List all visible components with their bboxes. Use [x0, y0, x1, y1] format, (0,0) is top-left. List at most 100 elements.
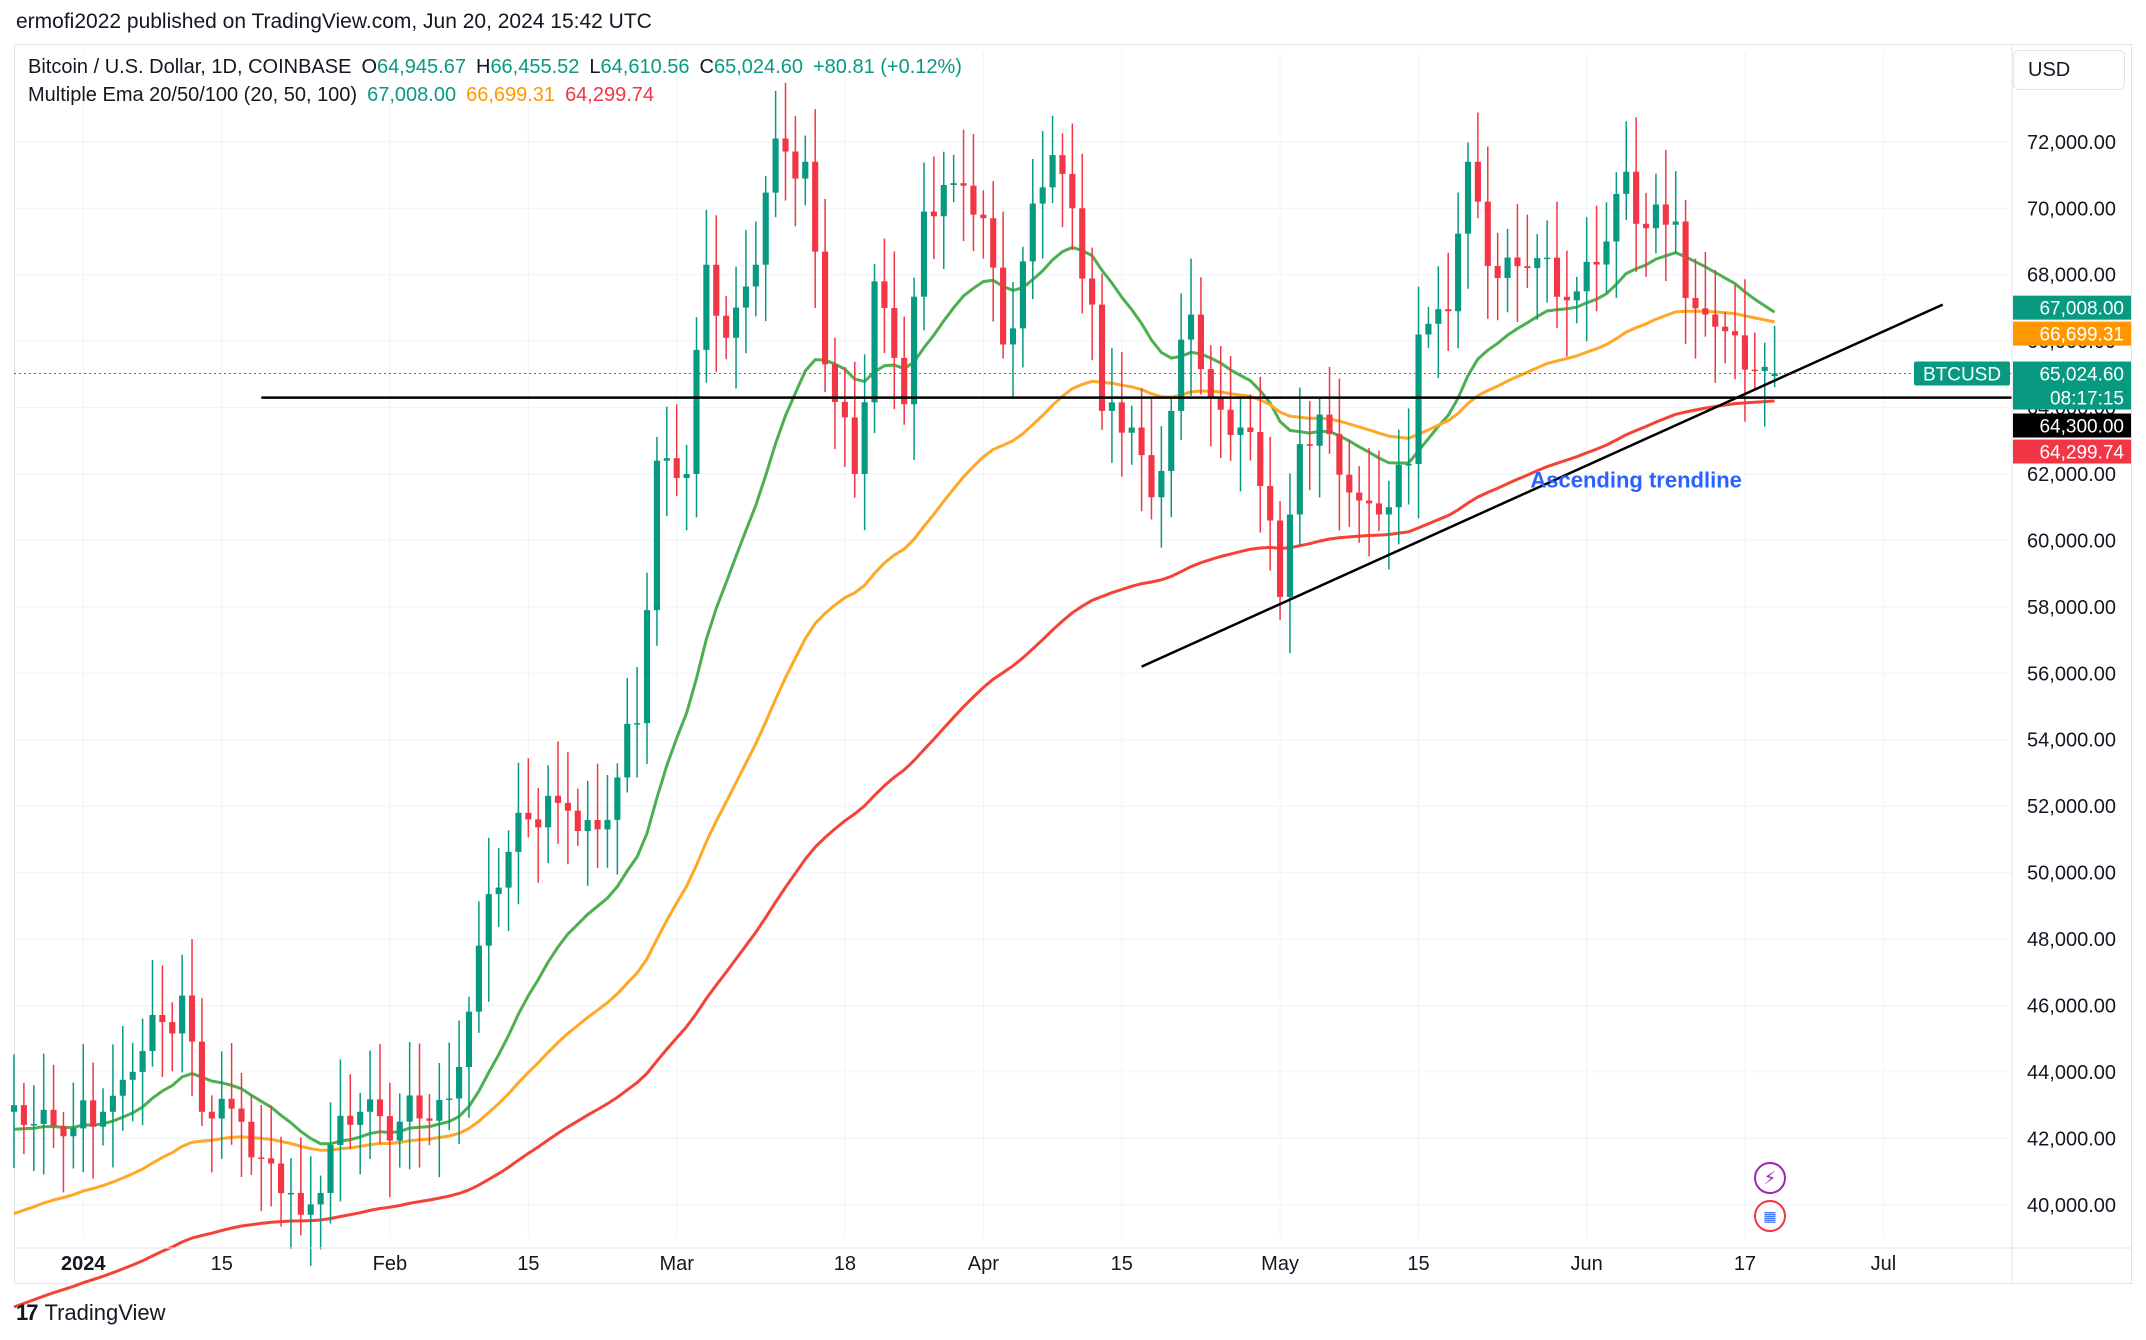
candle-body [376, 1099, 384, 1117]
candle [337, 1059, 344, 1202]
y-tick-label: 62,000.00 [2027, 464, 2116, 486]
chart-frame [14, 44, 2132, 1284]
candle [1642, 192, 1650, 277]
candle-body [1514, 257, 1521, 267]
candle-body [871, 281, 878, 403]
candle-body [901, 357, 908, 405]
tradingview-logo-icon: 17 [16, 1300, 39, 1325]
candle [831, 337, 839, 450]
ema100-value: 64,299.74 [565, 84, 655, 106]
candle [268, 1105, 275, 1207]
candle [1623, 121, 1630, 221]
candle [1415, 286, 1422, 519]
x-tick-label: 15 [211, 1253, 233, 1275]
candle [475, 901, 482, 1033]
candle [1405, 408, 1412, 505]
candle [149, 959, 156, 1067]
candle-body [258, 1157, 265, 1159]
candle [50, 1064, 57, 1148]
candle [1069, 123, 1076, 250]
candle [920, 162, 928, 331]
candle-body [396, 1121, 403, 1141]
candle [762, 175, 769, 322]
symbol-title: Bitcoin / U.S. Dollar, 1D, COINBASE [28, 56, 352, 78]
symbol-legend[interactable]: Bitcoin / U.S. Dollar, 1D, COINBASE O64,9… [28, 56, 972, 79]
candle [1029, 159, 1036, 300]
candle-body [634, 723, 641, 725]
change-value: +80.81 (+0.12%) [812, 56, 962, 78]
candle-body [1000, 267, 1007, 345]
candle [782, 82, 789, 201]
candle [614, 763, 621, 875]
candle [1494, 232, 1501, 321]
candle-body [574, 810, 581, 832]
candle-body [723, 315, 730, 338]
x-tick-label: Mar [659, 1253, 694, 1275]
candle-body [1642, 223, 1650, 229]
candle [1138, 388, 1145, 512]
candle-body [1474, 161, 1481, 202]
candle-body [228, 1098, 235, 1109]
candle-body [1553, 257, 1561, 297]
candle [357, 1092, 364, 1175]
ema-legend[interactable]: Multiple Ema 20/50/100 (20, 50, 100) 67,0… [28, 84, 664, 107]
candle-body [327, 1144, 334, 1193]
y-tick-label: 48,000.00 [2027, 929, 2116, 951]
candle [1009, 281, 1017, 399]
candles [10, 82, 1778, 1266]
candle [871, 264, 878, 434]
candle [1118, 351, 1125, 477]
candle [643, 572, 651, 765]
candle-body [10, 1105, 18, 1112]
candle-body [1692, 297, 1699, 309]
candle-body [1682, 221, 1689, 298]
open-value: 64,945.67 [377, 56, 466, 78]
candle [60, 1111, 67, 1193]
candle-body [930, 211, 937, 217]
candle-body [515, 812, 522, 852]
candle-body [841, 401, 848, 418]
currency-button[interactable]: USD [2013, 50, 2125, 90]
candle [456, 1020, 463, 1145]
candle [554, 741, 562, 844]
us-flag-icon[interactable]: ▦ [1754, 1200, 1786, 1232]
candle [1049, 115, 1056, 204]
y-tick-label: 50,000.00 [2027, 863, 2116, 885]
candle-body [643, 610, 651, 724]
candle [1474, 112, 1481, 219]
candle-body [1168, 410, 1175, 471]
lightning-icon[interactable]: ⚡ [1754, 1162, 1786, 1194]
candle-body [1593, 261, 1600, 265]
footer-brand[interactable]: 17 TradingView [16, 1296, 166, 1330]
candle-body [70, 1128, 77, 1137]
candle-body [179, 995, 186, 1034]
candle [307, 1156, 314, 1266]
candle-body [1771, 373, 1778, 377]
candle [1484, 146, 1491, 319]
candle-body [624, 723, 631, 778]
candle-body [693, 349, 700, 474]
candle [416, 1043, 423, 1168]
candle-body [1019, 261, 1026, 329]
candle-body [465, 1011, 473, 1067]
candle-body [673, 458, 680, 478]
candle-body [1316, 414, 1323, 446]
candle-body [772, 138, 779, 193]
candle-body [1346, 474, 1353, 493]
candle [1346, 439, 1353, 527]
candle [505, 830, 512, 931]
candle-body [713, 264, 720, 316]
candle-body [248, 1121, 255, 1158]
candle-body [732, 307, 740, 338]
candle [515, 762, 522, 905]
candle-body [653, 460, 660, 611]
candle [1168, 396, 1175, 518]
candle [1771, 325, 1778, 388]
candle [673, 404, 680, 497]
candle [792, 116, 799, 227]
high-label: H [475, 56, 491, 78]
candle [812, 109, 819, 309]
high-value: 66,455.52 [490, 56, 580, 78]
candle-body [287, 1192, 295, 1195]
